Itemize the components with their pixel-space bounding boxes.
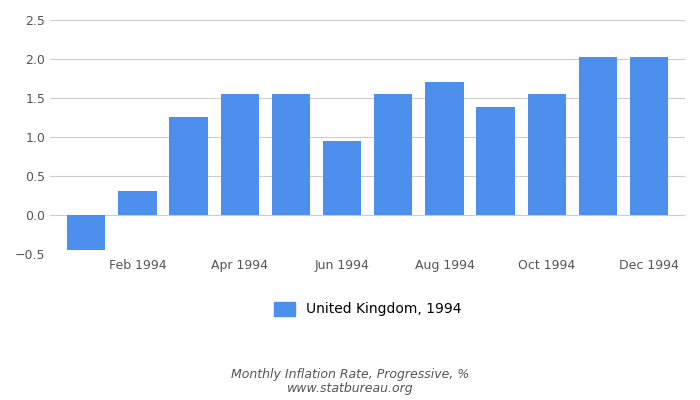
- Bar: [67, 215, 106, 250]
- Legend: United Kingdom, 1994: United Kingdom, 1994: [268, 296, 467, 322]
- Bar: [374, 94, 412, 215]
- Bar: [323, 141, 361, 215]
- Bar: [579, 58, 617, 215]
- Bar: [220, 94, 259, 215]
- Bar: [630, 58, 668, 215]
- Bar: [528, 94, 566, 215]
- Text: www.statbureau.org: www.statbureau.org: [287, 382, 413, 395]
- Bar: [272, 94, 310, 215]
- Bar: [118, 191, 157, 215]
- Bar: [426, 82, 463, 215]
- Bar: [169, 118, 208, 215]
- Text: Monthly Inflation Rate, Progressive, %: Monthly Inflation Rate, Progressive, %: [231, 368, 469, 381]
- Bar: [477, 107, 514, 215]
